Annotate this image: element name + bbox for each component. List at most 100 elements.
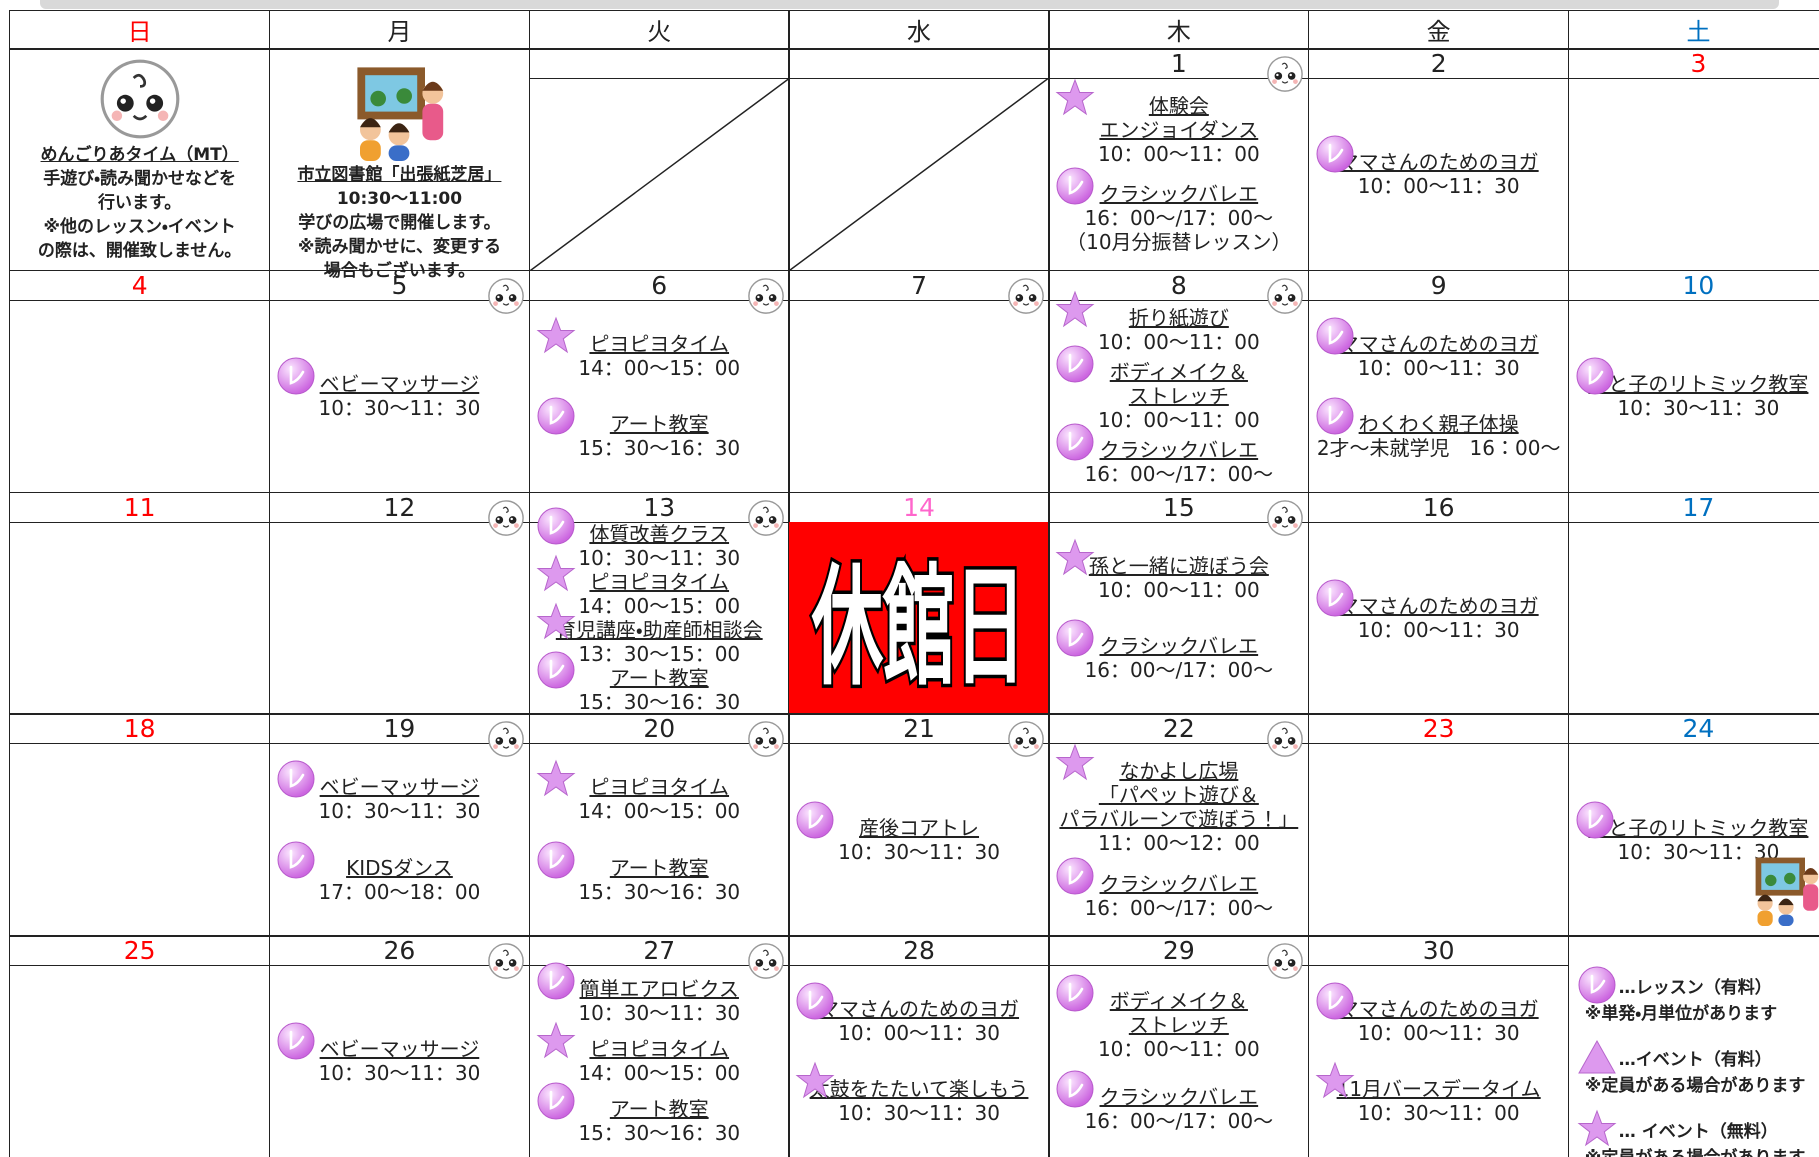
star-icon (1055, 290, 1095, 328)
day-cell (788, 48, 1050, 272)
event-title: 折り紙遊び (1128, 305, 1229, 330)
cross-line (789, 78, 1050, 271)
note-line: 手遊び・読み聞かせなどを (43, 169, 237, 189)
weekday-header: 火 (528, 10, 790, 50)
event-time: 10：30～11：30 (318, 1061, 481, 1086)
date-number: 18 (10, 714, 270, 745)
event-title: わくわく親子体操 (1358, 411, 1519, 436)
lesson-icon (1056, 619, 1094, 657)
date-number: 30 (1309, 936, 1569, 967)
event-time: 14：00～15：00 (578, 593, 741, 618)
event-time: 2才～未就学児 16：00～ (1316, 435, 1561, 460)
triangle-icon (1577, 1040, 1616, 1074)
date-number: 4 (10, 271, 270, 301)
event: ベビーマッサージ 10：30～11：30 (270, 357, 529, 420)
event-time: （10月分振替レッスン） (1066, 230, 1292, 255)
cell-content (1309, 743, 1568, 935)
star-icon (536, 554, 576, 591)
lesson-icon (1056, 974, 1094, 1012)
legend-label: …イベント（有料） (1618, 1050, 1772, 1071)
event-title: ストレッチ (1128, 1013, 1229, 1038)
face-icon (488, 499, 524, 536)
lesson-icon (1056, 423, 1094, 461)
event-title: クラシックバレエ (1099, 182, 1259, 207)
face-icon (748, 721, 784, 758)
date-number: 28 (789, 936, 1049, 967)
event-title: 11月バースデータイム (1336, 1077, 1541, 1102)
event-time: 10：30～11：30 (838, 839, 1000, 864)
day-cell: 24 母と子のリトミック教室 10：30～11：30 (1567, 713, 1819, 937)
day-cell: 7 (788, 269, 1050, 494)
weekday-header: 月 (268, 10, 531, 50)
legend-note: ※単発・月単位があります (1584, 1004, 1778, 1025)
event: クラシックバレエ 16：00～/17：00～ （10月分振替レッスン） (1049, 167, 1308, 255)
event-title: アート教室 (609, 855, 709, 880)
face-icon (488, 721, 524, 758)
date-number: 27 (529, 936, 789, 967)
day-cell: 22 なかよし広場 「パペット遊び＆ パラバルーンで遊ぼう！」 11：00～12：00 ク… (1048, 713, 1310, 937)
closed-graphic: 休館日 (809, 549, 1029, 706)
event-time: 10：30～11：30 (1617, 395, 1780, 420)
event-title: 孫と一緒に遊ぼう会 (1088, 553, 1269, 578)
event-title: ベビーマッサージ (319, 1037, 480, 1062)
day-cell: 6 ピヨピヨタイム 14：00～15：00 アート教室 15：30～16：30 (528, 269, 790, 494)
event-time: 14：00～15：00 (578, 799, 741, 824)
event-title: ピヨピヨタイム (589, 331, 730, 356)
lesson-icon (1056, 167, 1094, 205)
event: なかよし広場 「パペット遊び＆ パラバルーンで遊ぼう！」 11：00～12：00 (1049, 744, 1308, 856)
weekday-header: 日 (9, 10, 271, 50)
event: ママさんのためのヨガ 10：00～11：30 (1309, 982, 1568, 1045)
day-cell: 15 孫と一緒に遊ぼう会 10：00～11：00 クラシックバレエ 16：00～/17：… (1048, 491, 1310, 715)
lesson-icon (1056, 1070, 1094, 1108)
event-title: 育児講座・助産師相談会 (555, 617, 763, 642)
day-cell: 26 ベビーマッサージ 10：30～11：30 (268, 935, 531, 1157)
event-time: 14：00～15：00 (578, 355, 741, 380)
note-line: ※読み聞かせに、変更する (297, 237, 501, 257)
cell-content: ピヨピヨタイム 14：00～15：00 アート教室 15：30～16：30 (530, 300, 789, 492)
cell-content (1569, 522, 1819, 714)
event: 体質改善クラス 10：30～11：30 (530, 507, 789, 570)
date-number: 15 (1049, 493, 1309, 523)
face-icon (1007, 277, 1044, 314)
event-time: 10：00～11：00 (1097, 577, 1260, 602)
date-number: 14 (789, 493, 1049, 523)
event-time: 14：00～15：00 (578, 1061, 741, 1086)
cell-content: ピヨピヨタイム 14：00～15：00 アート教室 15：30～16：30 (530, 743, 789, 935)
note-line: 行います。 (97, 193, 182, 213)
event: ピヨピヨタイム 14：00～15：00 (530, 316, 789, 380)
note-line: 学びの広場で開催します。 (298, 213, 501, 233)
cell-content: 母と子のリトミック教室 10：30～11：30 (1569, 743, 1819, 935)
legend-item: …イベント（有料） ※定員がある場合があります (1569, 1037, 1819, 1109)
cell-content: ベビーマッサージ 10：30～11：30 (270, 965, 529, 1157)
date-number: 5 (269, 271, 530, 301)
event-title: ピヨピヨタイム (589, 775, 730, 800)
date-number: 21 (789, 714, 1049, 745)
event-title: アート教室 (609, 1097, 709, 1122)
event-time: 15：30～16：30 (578, 1121, 741, 1146)
face-icon (1267, 499, 1304, 536)
date-number: 8 (1049, 271, 1309, 301)
event: ボディメイク＆ ストレッチ 10：00～11：00 (1049, 974, 1308, 1061)
event: 産後コアトレ 10：30～11：30 (789, 801, 1048, 864)
date-number: 10 (1568, 271, 1819, 301)
cell-content: ボディメイク＆ ストレッチ 10：00～11：00 クラシックバレエ 16：00～/17… (1049, 965, 1308, 1157)
cell-content: ママさんのためのヨガ 10：00～11：30 (1309, 78, 1568, 270)
legend-label: … イベント（無料） (1618, 1122, 1778, 1143)
date-number: 11 (10, 493, 270, 523)
event: ママさんのためのヨガ 10：00～11：30 (789, 982, 1048, 1046)
date-number: 29 (1049, 936, 1309, 967)
star-icon (1055, 78, 1095, 116)
day-cell: 市立図書館「出張紙芝居」 10:30～11:00 学びの広場で開催します。 ※読み聞か… (268, 48, 531, 281)
event-time: 11：00～12：00 (1097, 831, 1260, 856)
cell-content: ママさんのためのヨガ 10：00～11：30 太鼓をたたいて楽しもう 10：30～11… (789, 965, 1048, 1157)
day-cell: 29 ボディメイク＆ ストレッチ 10：00～11：00 クラシックバレエ 16：00～/… (1048, 935, 1310, 1157)
cell-content: 産後コアトレ 10：30～11：30 (789, 743, 1048, 935)
event: ピヨピヨタイム 14：00～15：00 (530, 1021, 789, 1086)
cell-content (10, 743, 269, 935)
event: ママさんのためのヨガ 10：00～11：30 (1309, 579, 1568, 642)
event-time: 10：00～11：30 (838, 1021, 1000, 1046)
lesson-icon (1578, 966, 1616, 1004)
lesson-icon (277, 841, 315, 879)
day-cell: 2 ママさんのためのヨガ 10：00～11：30 (1308, 48, 1570, 272)
event: ベビーマッサージ 10：30～11：30 (270, 1022, 529, 1086)
